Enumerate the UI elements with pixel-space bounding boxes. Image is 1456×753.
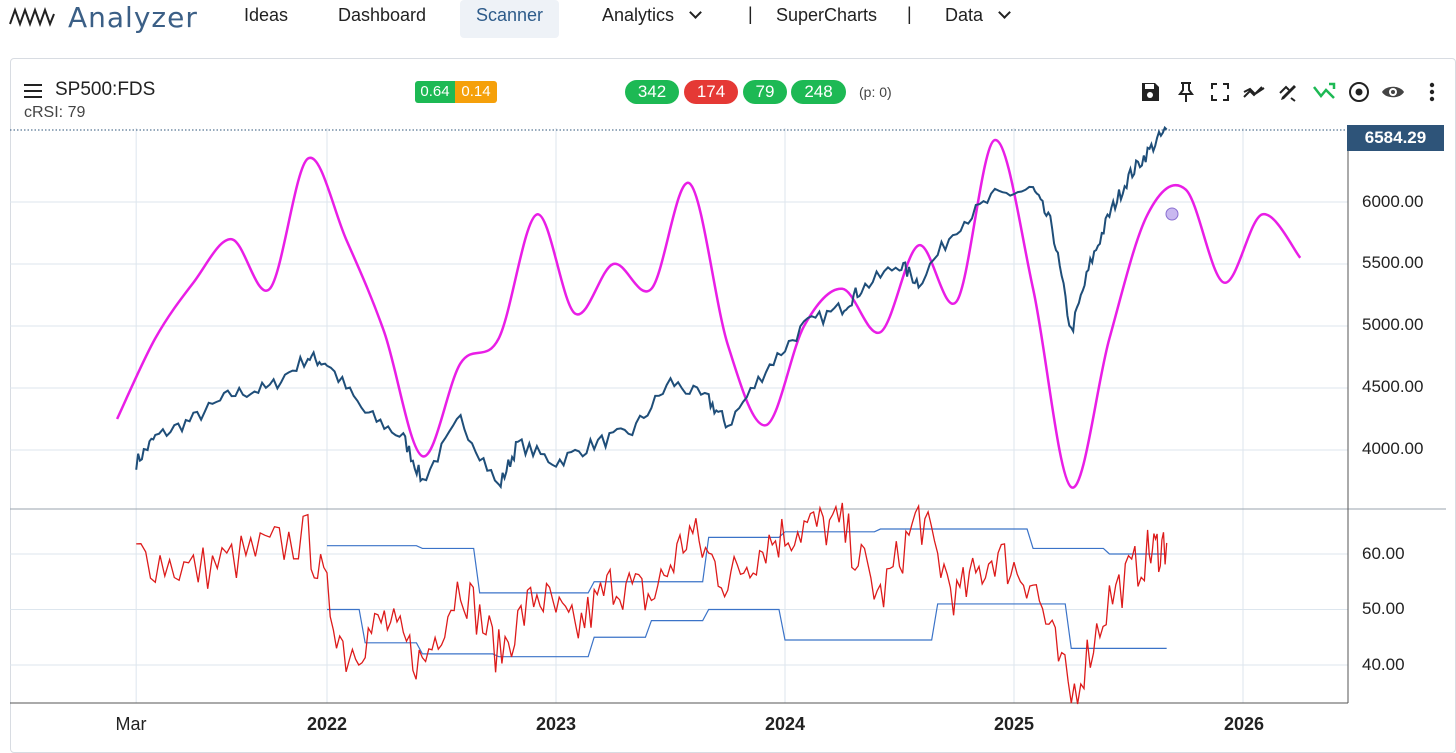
y-tick-price: 4000.00 xyxy=(1362,439,1424,458)
menu-icon[interactable] xyxy=(24,84,42,98)
x-tick: Mar xyxy=(115,714,147,734)
nav-separator: | xyxy=(907,4,912,24)
nav-dashboard[interactable]: Dashboard xyxy=(338,5,427,25)
x-tick: 2025 xyxy=(993,714,1035,734)
eye-icon[interactable] xyxy=(1381,80,1405,104)
count-badge-1: 342 xyxy=(625,80,679,104)
price-line xyxy=(135,125,1168,490)
p-count: (p: 0) xyxy=(859,84,892,100)
x-tick: 2026 xyxy=(1223,714,1265,734)
ratio-badge-orange: 0.14 xyxy=(455,81,497,103)
save-icon[interactable] xyxy=(1138,80,1162,104)
cycle-line xyxy=(115,138,1302,489)
rsi-line xyxy=(136,502,1168,705)
nav-data-label: Data xyxy=(945,5,984,25)
logo-text: Analyzer xyxy=(68,0,198,34)
nav-supercharts[interactable]: SuperCharts xyxy=(776,5,878,25)
logo[interactable]: Analyzer xyxy=(8,0,198,34)
indicator-label: cRSI: 79 xyxy=(24,104,86,121)
y-tick-price: 4500.00 xyxy=(1362,377,1424,396)
upper-band-line xyxy=(327,528,1167,594)
nav-analytics-label: Analytics xyxy=(602,5,675,25)
count-badge-4: 248 xyxy=(791,80,846,104)
pin-icon[interactable] xyxy=(1174,80,1198,104)
draw-icon[interactable] xyxy=(1277,80,1301,104)
last-price-tag: 6584.29 xyxy=(1347,125,1444,151)
count-badge-3: 79 xyxy=(743,80,787,104)
y-tick-rsi: 40.00 xyxy=(1362,655,1405,674)
nav-scanner[interactable]: Scanner xyxy=(460,0,560,38)
symbol-label[interactable]: SP500:FDS xyxy=(55,79,156,100)
y-tick-price: 5500.00 xyxy=(1362,253,1424,272)
target-icon[interactable] xyxy=(1347,80,1371,104)
lower-band-line xyxy=(327,603,1167,658)
nav-analytics[interactable]: Analytics xyxy=(602,0,702,38)
fullscreen-icon[interactable] xyxy=(1208,80,1232,104)
y-tick-rsi: 50.00 xyxy=(1362,599,1405,618)
count-badge-2: 174 xyxy=(684,80,738,104)
y-tick-price: 6000.00 xyxy=(1362,192,1424,211)
ratio-badge-green: 0.64 xyxy=(415,81,455,103)
signal-icon[interactable] xyxy=(1312,80,1336,104)
cycle-marker xyxy=(1165,207,1179,221)
logo-wave-icon xyxy=(9,7,55,27)
y-tick-rsi: 60.00 xyxy=(1362,544,1405,563)
trend-icon[interactable] xyxy=(1242,80,1266,104)
nav-data[interactable]: Data xyxy=(945,0,1011,38)
y-tick-price: 5000.00 xyxy=(1362,315,1424,334)
more-icon[interactable] xyxy=(1420,80,1444,104)
x-tick: 2024 xyxy=(764,714,806,734)
top-nav: Analyzer Ideas Dashboard Scanner Analyti… xyxy=(0,0,1456,44)
nav-separator: | xyxy=(748,4,753,24)
x-tick: 2022 xyxy=(306,714,348,734)
nav-ideas[interactable]: Ideas xyxy=(244,5,289,25)
x-tick: 2023 xyxy=(535,714,577,734)
